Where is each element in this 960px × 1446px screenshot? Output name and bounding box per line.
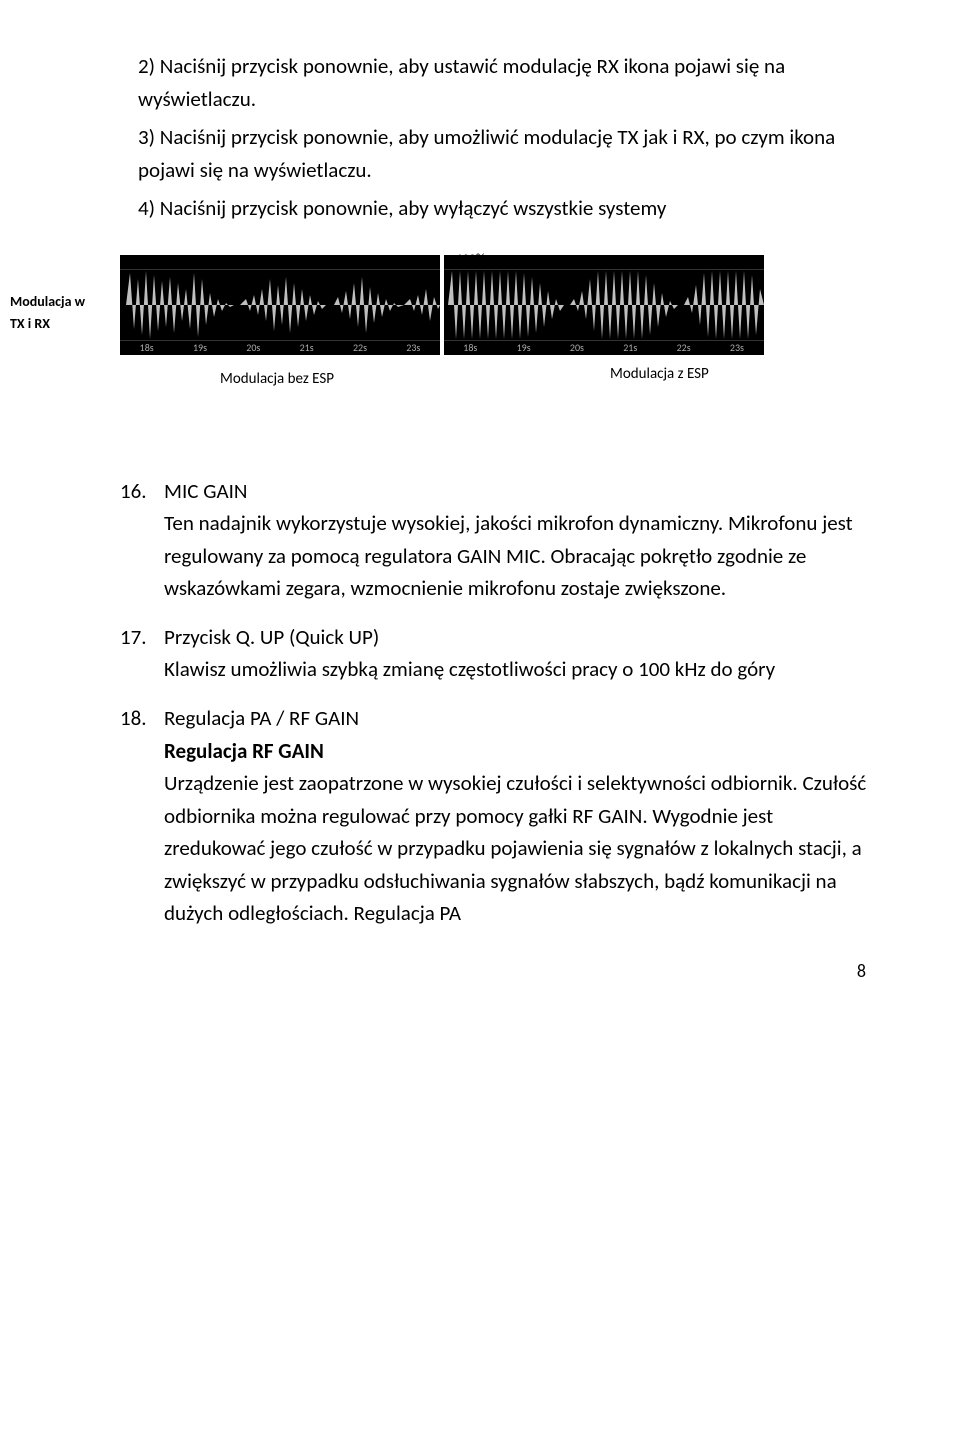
waveform-bottom-ticks-right: 18s 19s 20s 21s 22s 23s [444, 340, 764, 355]
modulation-figure: Modulacja w TX i RX 18s 19s 20s 21s 22s … [120, 255, 870, 425]
item-body-text: Ten nadajnik wykorzystuje wysokiej, jako… [164, 510, 853, 601]
waveform-no-esp: 18s 19s 20s 21s 22s 23s [120, 255, 440, 355]
figure-side-label-line2: TX i RX [10, 313, 110, 335]
paragraph-step-2: 2) Naciśnij przycisk ponownie, aby ustaw… [120, 50, 870, 115]
waveform-svg-left [120, 269, 440, 341]
list-item-16: 16. MIC GAIN Ten nadajnik wykorzystuje w… [120, 475, 870, 605]
page-number: 8 [120, 960, 870, 982]
item-title: MIC GAIN [164, 478, 247, 504]
tick-label: 19s [517, 341, 531, 354]
tick-label: 18s [463, 341, 477, 354]
waveform-with-esp: 18s 19s 20s 21s 22s 23s [444, 255, 764, 355]
paragraph-step-4: 4) Naciśnij przycisk ponownie, aby wyłąc… [120, 192, 870, 225]
item-title: Regulacja PA / RF GAIN [164, 705, 359, 731]
list-number: 17. [120, 621, 164, 686]
item-subtitle-bold: Regulacja RF GAIN [164, 738, 324, 764]
tick-label: 19s [193, 341, 207, 354]
figure-side-label-line1: Modulacja w [10, 291, 110, 313]
waveform-top-ticks [444, 255, 764, 270]
tick-label: 22s [353, 341, 367, 354]
waveform-row: 18s 19s 20s 21s 22s 23s 100% 0% 100% [120, 255, 870, 355]
tick-blank [602, 255, 604, 268]
waveform-svg-right [444, 269, 764, 341]
list-number: 16. [120, 475, 164, 605]
list-number: 18. [120, 702, 164, 930]
tick-label: 18s [140, 341, 154, 354]
tick-label: 21s [300, 341, 314, 354]
figure-caption-with-esp: Modulacja z ESP [610, 365, 709, 383]
figure-side-label: Modulacja w TX i RX [10, 291, 110, 336]
tick-label: 22s [677, 341, 691, 354]
figure-caption-no-esp: Modulacja bez ESP [220, 370, 334, 388]
list-body: Przycisk Q. UP (Quick UP) Klawisz umożli… [164, 621, 870, 686]
tick-label: 21s [623, 341, 637, 354]
item-body-text: Urządzenie jest zaopatrzone w wysokiej c… [164, 770, 866, 926]
list-item-18: 18. Regulacja PA / RF GAIN Regulacja RF … [120, 702, 870, 930]
list-body: MIC GAIN Ten nadajnik wykorzystuje wysok… [164, 475, 870, 605]
item-body-text: Klawisz umożliwia szybką zmianę częstotl… [164, 656, 775, 682]
tick-blank [279, 255, 281, 268]
tick-label: 23s [406, 341, 420, 354]
list-body: Regulacja PA / RF GAIN Regulacja RF GAIN… [164, 702, 870, 930]
paragraph-step-3: 3) Naciśnij przycisk ponownie, aby umożl… [120, 121, 870, 186]
waveform-top-ticks [120, 255, 440, 270]
document-page: 2) Naciśnij przycisk ponownie, aby ustaw… [0, 0, 960, 1032]
list-item-17: 17. Przycisk Q. UP (Quick UP) Klawisz um… [120, 621, 870, 686]
tick-label: 20s [570, 341, 584, 354]
tick-label: 23s [730, 341, 744, 354]
item-title: Przycisk Q. UP (Quick UP) [164, 624, 379, 650]
tick-label: 20s [246, 341, 260, 354]
waveform-bottom-ticks-left: 18s 19s 20s 21s 22s 23s [120, 340, 440, 355]
